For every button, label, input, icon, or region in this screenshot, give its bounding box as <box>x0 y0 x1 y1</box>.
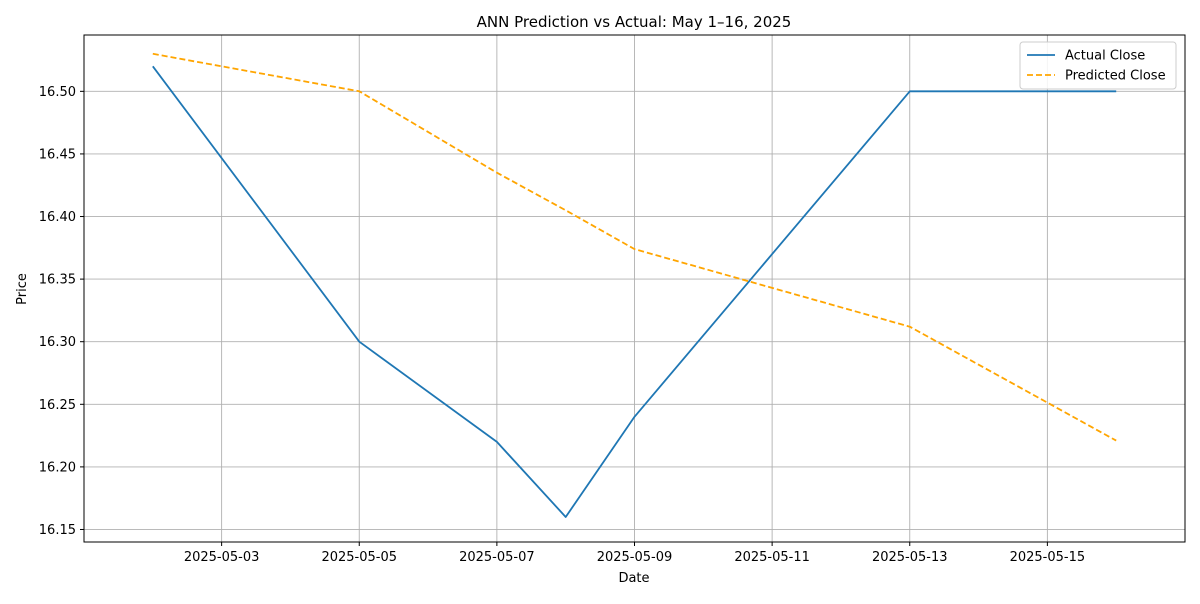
legend: Actual Close Predicted Close <box>1020 42 1176 89</box>
y-axis-label: Price <box>15 273 30 305</box>
x-tick-label: 2025-05-05 <box>321 550 397 565</box>
y-tick-label: 16.45 <box>39 147 76 162</box>
y-tick-label: 16.50 <box>39 85 76 100</box>
x-tick-label: 2025-05-11 <box>734 550 810 565</box>
x-tick-label: 2025-05-15 <box>1010 550 1086 565</box>
legend-label-actual-close: Actual Close <box>1065 49 1145 64</box>
legend-label-predicted-close: Predicted Close <box>1065 69 1166 84</box>
y-tick-label: 16.35 <box>39 273 76 288</box>
x-axis-ticks: 2025-05-03 2025-05-05 2025-05-07 2025-05-09… <box>184 542 1085 565</box>
x-tick-label: 2025-05-07 <box>459 550 535 565</box>
chart-title: ANN Prediction vs Actual: May 1–16, 2025 <box>477 13 792 31</box>
x-tick-label: 2025-05-03 <box>184 550 260 565</box>
y-tick-label: 16.15 <box>39 523 76 538</box>
y-tick-label: 16.25 <box>39 398 76 413</box>
y-tick-label: 16.30 <box>39 335 76 350</box>
y-tick-label: 16.40 <box>39 210 76 225</box>
y-tick-label: 16.20 <box>39 460 76 475</box>
x-tick-label: 2025-05-09 <box>597 550 673 565</box>
x-axis-label: Date <box>618 571 649 586</box>
y-axis-ticks: 16.15 16.20 16.25 16.30 16.35 16.40 16.45 16.50 <box>39 85 84 538</box>
x-tick-label: 2025-05-13 <box>872 550 948 565</box>
grid-lines <box>84 35 1185 542</box>
